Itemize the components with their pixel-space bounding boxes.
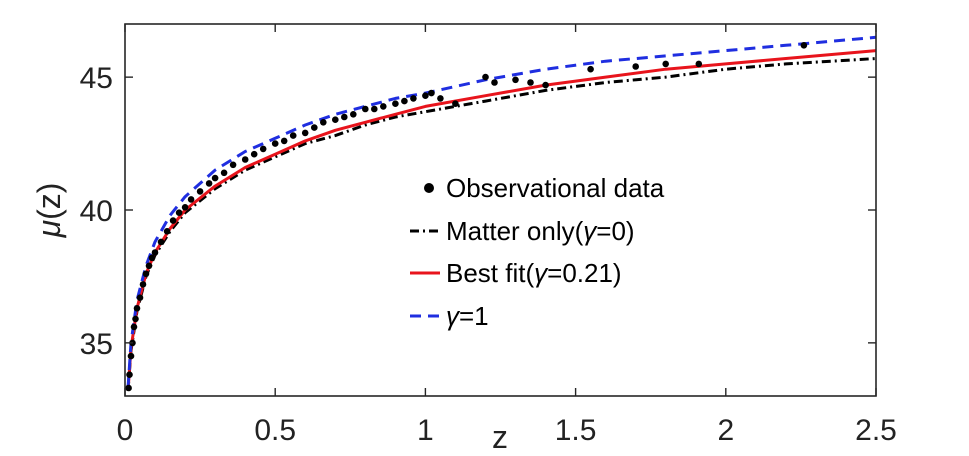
y-tick-label: 35 — [80, 328, 113, 361]
data-point — [512, 76, 519, 84]
data-point — [211, 174, 219, 182]
y-axis-title-suffix: (z) — [31, 183, 67, 220]
data-point — [142, 270, 150, 278]
y-tick-label: 45 — [80, 62, 113, 95]
data-point — [133, 305, 141, 312]
data-point — [250, 150, 258, 158]
data-point — [482, 73, 489, 81]
data-point — [229, 161, 237, 169]
y-axis-title: μ(z) — [31, 183, 67, 239]
legend-label-gamma-one: γ=1 — [446, 301, 489, 331]
data-point — [371, 105, 378, 113]
legend-label-best-fit: Best fit(γ=0.21) — [446, 258, 622, 288]
data-point — [132, 315, 139, 323]
data-point — [362, 105, 369, 113]
data-point — [289, 132, 297, 139]
data-point — [695, 60, 703, 68]
data-point — [401, 97, 408, 105]
data-point — [136, 294, 144, 302]
data-point — [800, 42, 808, 49]
data-point — [127, 352, 135, 360]
data-point — [169, 217, 177, 224]
data-point — [196, 188, 204, 195]
y-tick-labels: 35 40 45 — [80, 62, 113, 361]
data-point — [332, 116, 339, 123]
data-point — [175, 209, 183, 216]
data-point — [452, 100, 459, 107]
data-point — [205, 180, 213, 187]
data-point — [157, 238, 165, 246]
y-axis-title-symbol: μ — [31, 219, 67, 238]
data-point — [320, 119, 327, 126]
data-point — [341, 113, 348, 121]
x-tick-label: 1 — [417, 414, 434, 447]
x-tick-label: 2 — [717, 414, 734, 447]
data-point — [311, 124, 318, 131]
x-axis-title: z — [492, 419, 508, 455]
data-point — [126, 371, 133, 379]
data-point — [491, 79, 498, 86]
data-point — [148, 254, 156, 262]
data-point — [259, 145, 267, 153]
data-point — [220, 169, 228, 177]
data-point — [632, 63, 639, 70]
data-point — [163, 228, 171, 235]
data-point — [151, 249, 159, 256]
data-point — [181, 204, 189, 211]
data-point — [280, 137, 288, 145]
legend-label-observations: Observational data — [446, 173, 665, 203]
data-point — [542, 81, 549, 89]
plot-background — [125, 24, 876, 396]
data-point — [527, 79, 534, 86]
data-point — [380, 103, 387, 110]
x-tick-labels: 0 0.5 1 1.5 2 2.5 — [117, 414, 897, 447]
data-point — [187, 196, 195, 203]
legend-marker-observations — [424, 183, 434, 193]
data-point — [662, 60, 669, 68]
y-tick-label: 40 — [80, 195, 113, 228]
data-point — [125, 384, 132, 392]
data-point — [410, 95, 417, 102]
data-point — [587, 65, 594, 73]
x-tick-label: 0.5 — [254, 414, 296, 447]
data-point — [241, 156, 249, 163]
data-point — [392, 100, 399, 107]
axis-ticks — [124, 24, 877, 396]
data-point — [271, 140, 279, 147]
legend-label-matter-only: Matter only(γ=0) — [446, 216, 635, 246]
data-point — [145, 262, 153, 270]
data-point — [139, 281, 147, 288]
x-tick-label: 1.5 — [555, 414, 597, 447]
x-tick-label: 0 — [117, 414, 134, 447]
data-point — [422, 92, 429, 99]
gamma-one-curve — [126, 35, 877, 389]
data-point — [130, 323, 138, 331]
legend: Observational data Matter only(γ=0) Best… — [410, 173, 665, 331]
data-point — [301, 129, 309, 137]
observational-points — [125, 42, 808, 392]
data-point — [437, 95, 444, 102]
data-point — [428, 89, 435, 97]
x-tick-label: 2.5 — [855, 414, 897, 447]
data-point — [350, 111, 357, 118]
